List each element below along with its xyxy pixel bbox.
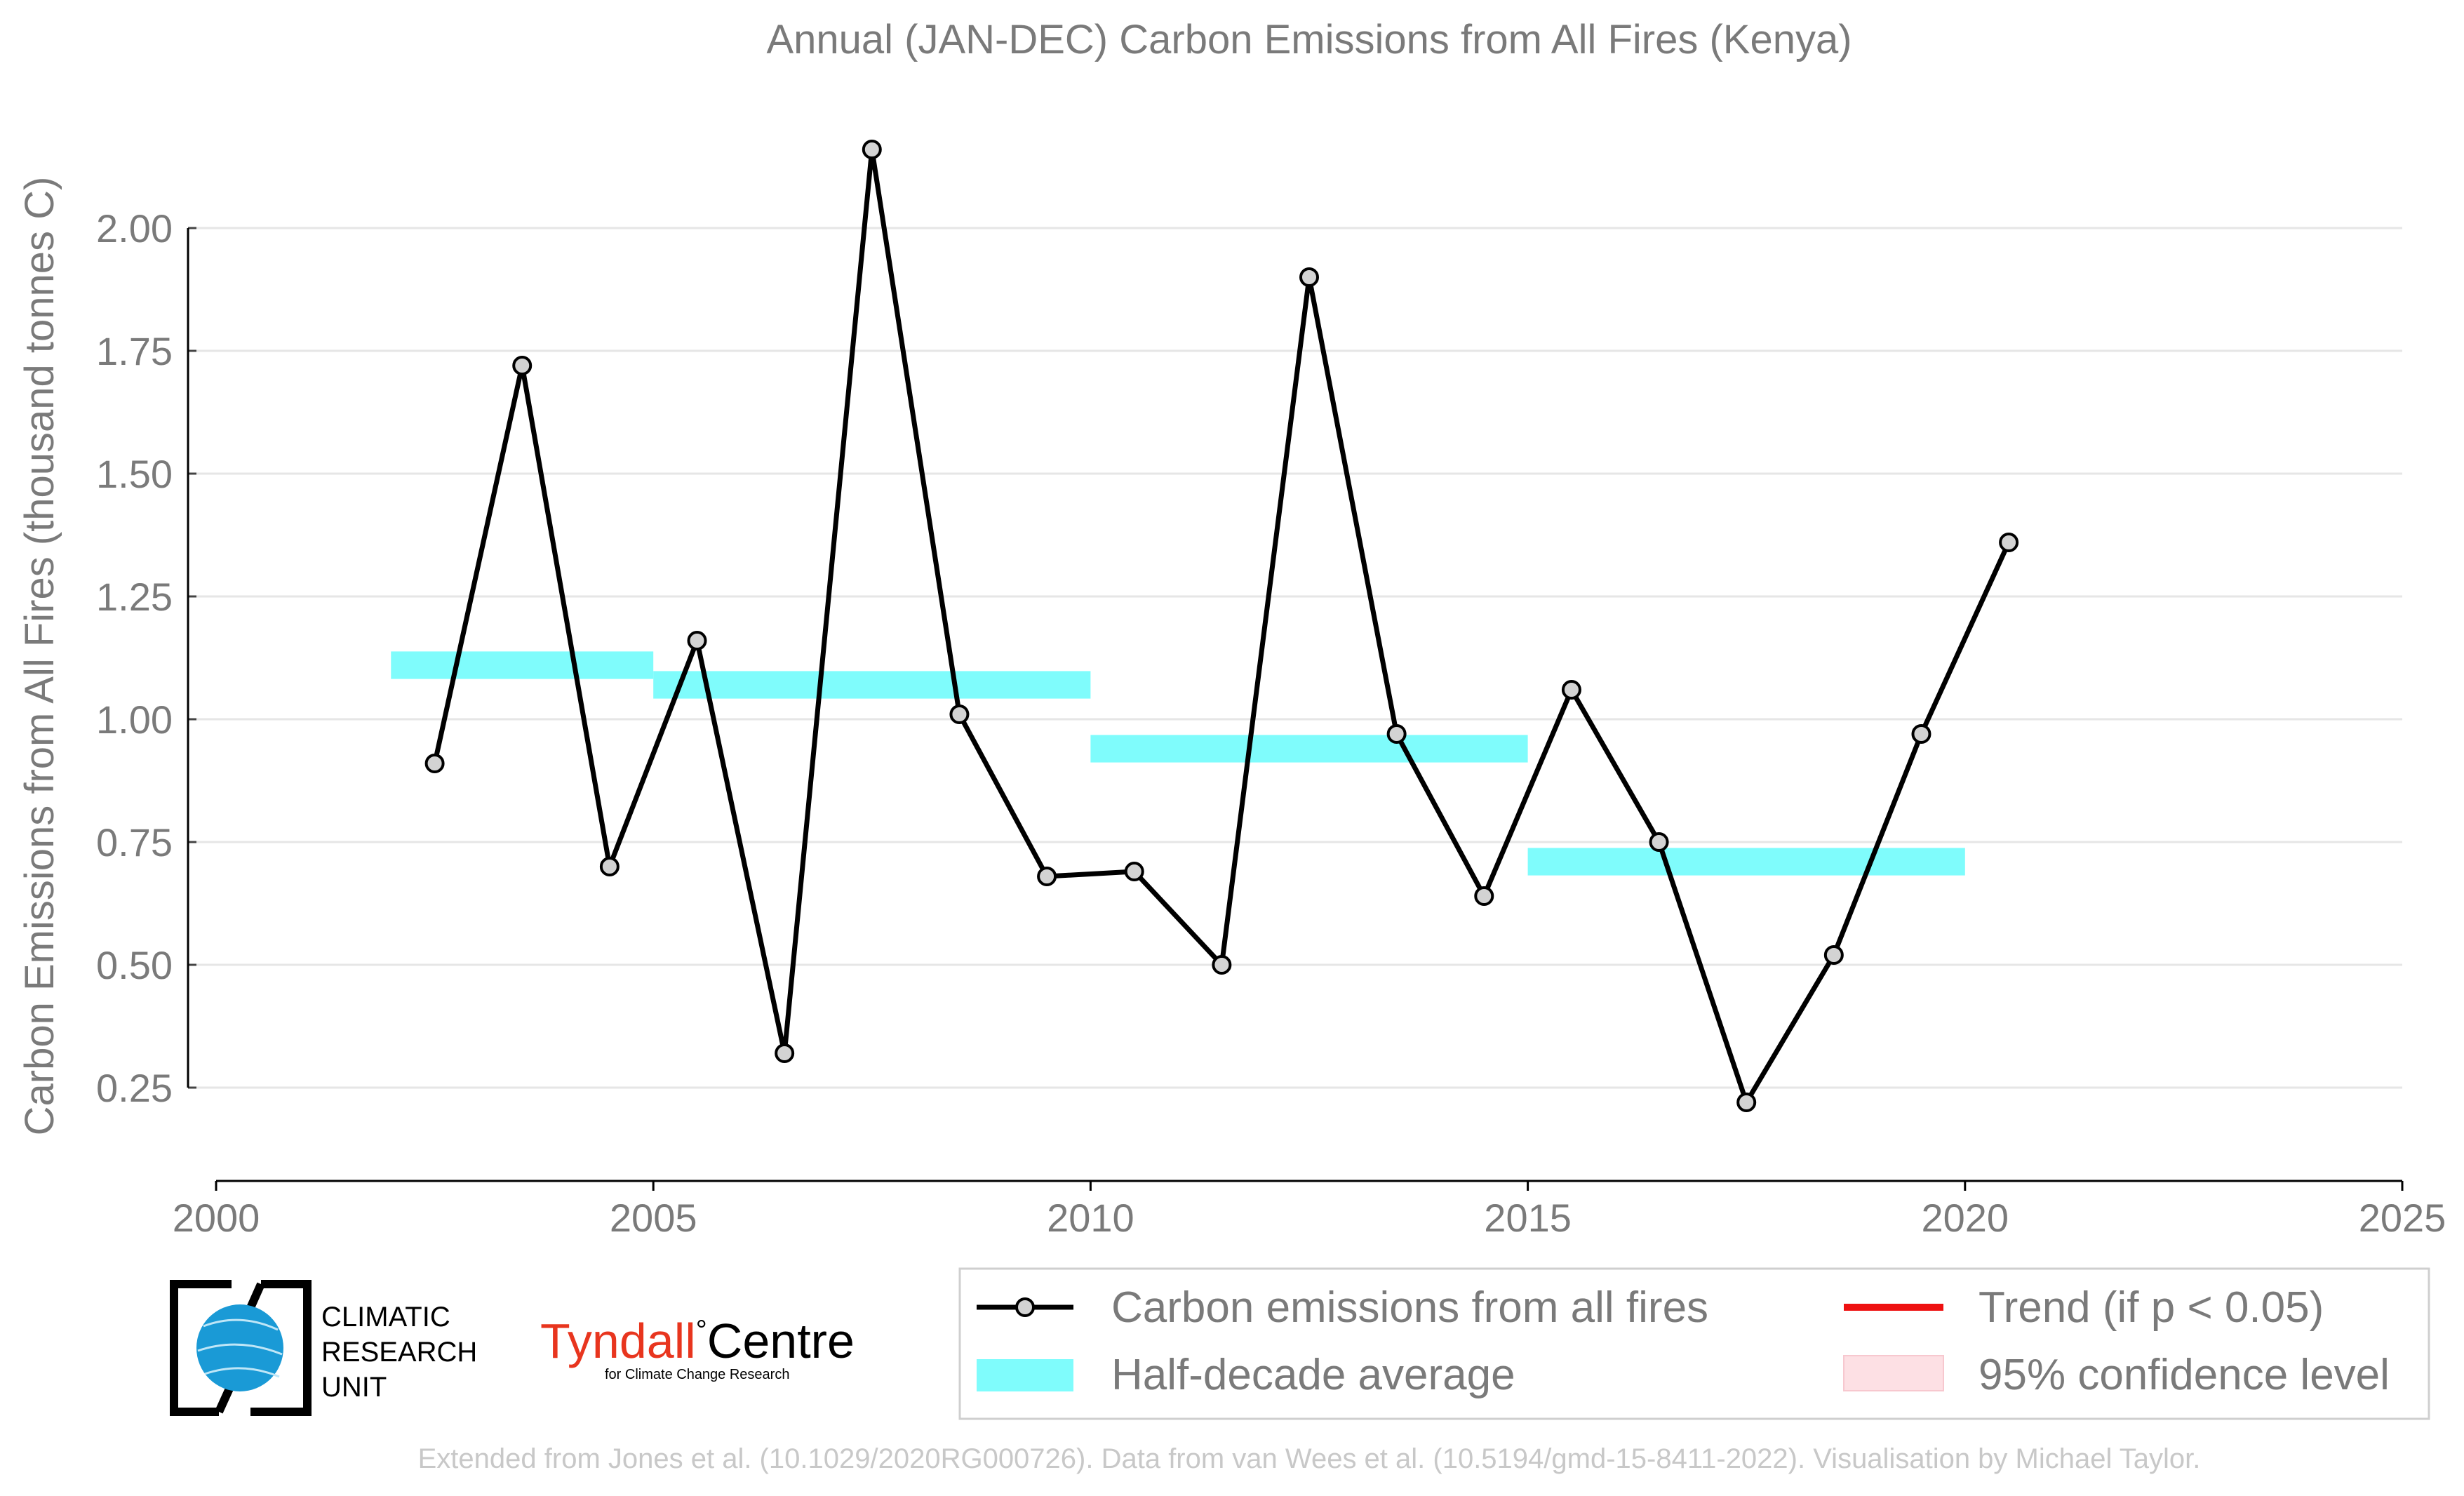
data-point	[599, 857, 620, 876]
legend-swatch-confidence	[1843, 1355, 1944, 1391]
tyndall-logo-centre: Centre	[707, 1314, 855, 1368]
tyndall-logo-subtitle: for Climate Change Research	[605, 1367, 789, 1382]
y-tick-label: 1.50	[96, 452, 173, 496]
cru-logo: CLIMATIC RESEARCH UNIT	[170, 1280, 477, 1416]
legend-frame	[958, 1267, 2430, 1420]
legend: Carbon emissions from all fires Half-dec…	[958, 1267, 2430, 1420]
data-point	[949, 704, 970, 724]
legend-swatch-half-decade	[977, 1359, 1073, 1391]
x-tick-label: 2015	[1484, 1196, 1572, 1240]
y-tick-label: 0.75	[96, 820, 173, 864]
data-point	[775, 1043, 795, 1063]
x-axis: 2000 2005 2010 2015 2020 2025	[173, 1180, 2446, 1240]
data-point	[1474, 886, 1494, 906]
data-point	[1561, 680, 1581, 700]
globe-icon-lines	[197, 1318, 283, 1378]
y-tick-label: 1.75	[96, 329, 173, 373]
data-point	[862, 140, 882, 159]
y-axis: 0.25 0.50 0.75 1.00 1.25 1.50 1.75 2.00	[96, 206, 196, 1110]
data-point	[1037, 867, 1057, 886]
half-decade-average-band	[653, 671, 1091, 699]
x-tick-label: 2010	[1047, 1196, 1134, 1240]
data-point	[1911, 724, 1931, 744]
legend-label-trend: Trend (if p < 0.05)	[1978, 1283, 2324, 1332]
chart-title: Annual (JAN-DEC) Carbon Emissions from A…	[766, 17, 1852, 62]
footer-credits: Extended from Jones et al. (10.1029/2020…	[418, 1443, 2201, 1474]
legend-label-half-decade: Half-decade average	[1111, 1351, 1515, 1399]
half-decade-average-bands	[391, 651, 1965, 876]
half-decade-average-band	[391, 651, 654, 679]
y-tick-label: 1.25	[96, 575, 173, 619]
y-tick-label: 1.00	[96, 697, 173, 742]
x-tick-label: 2000	[173, 1196, 260, 1240]
legend-swatch-emissions-marker	[1015, 1297, 1035, 1317]
tyndall-logo-degree: °	[696, 1315, 707, 1346]
y-tick-label: 0.50	[96, 943, 173, 987]
y-axis-label: Carbon Emissions from All Fires (thousan…	[17, 177, 62, 1136]
legend-label-confidence: 95% confidence level	[1978, 1351, 2390, 1399]
grid-lines	[188, 227, 2402, 1089]
data-point	[1212, 955, 1232, 975]
cru-logo-line-2: RESEARCH	[321, 1337, 477, 1368]
data-point	[1736, 1093, 1757, 1112]
y-tick-label: 2.00	[96, 206, 173, 251]
x-tick-label: 2025	[2359, 1196, 2446, 1240]
data-point	[687, 631, 707, 650]
cru-logo-line-3: UNIT	[321, 1372, 387, 1403]
cru-logo-line-1: CLIMATIC	[321, 1302, 450, 1333]
data-point	[424, 754, 445, 773]
data-point	[1386, 724, 1407, 744]
half-decade-average-band	[1090, 735, 1528, 763]
x-tick-label: 2020	[1922, 1196, 2009, 1240]
y-tick-label: 0.25	[96, 1066, 173, 1110]
x-tick-label: 2005	[610, 1196, 697, 1240]
data-point	[512, 356, 533, 375]
svg-text:Tyndall°Centre: Tyndall°Centre	[540, 1314, 855, 1368]
data-point	[1649, 832, 1669, 852]
cru-logo-bracket	[170, 1280, 312, 1416]
data-point	[1999, 533, 2019, 552]
tyndall-logo: Tyndall°Centre for Climate Change Resear…	[540, 1314, 855, 1382]
half-decade-average-band	[1527, 848, 1965, 876]
data-point	[1124, 862, 1144, 881]
emissions-series	[424, 140, 2019, 1112]
legend-label-emissions: Carbon emissions from all fires	[1111, 1283, 1708, 1332]
data-point	[1823, 945, 1844, 965]
data-point	[1299, 267, 1319, 287]
tyndall-logo-name: Tyndall	[540, 1314, 696, 1368]
